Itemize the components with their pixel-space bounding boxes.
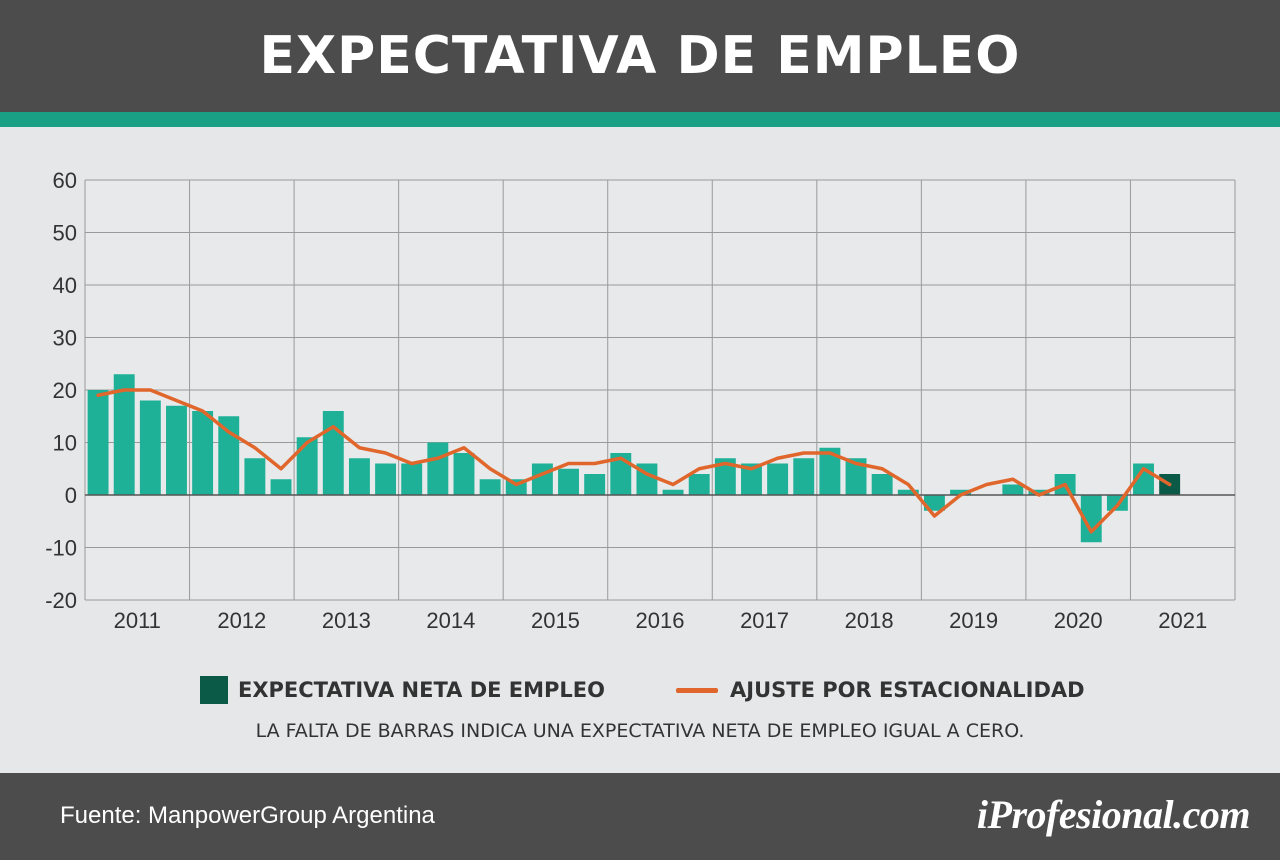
bar-mark [244, 458, 266, 495]
legend: EXPECTATIVA NETA DE EMPLEO AJUSTE POR ES… [0, 668, 1280, 712]
y-tick-label: 20 [53, 378, 77, 403]
legend-bars-label: EXPECTATIVA NETA DE EMPLEO [238, 678, 606, 702]
legend-item-line: AJUSTE POR ESTACIONALIDAD [676, 668, 1085, 712]
bar-mark [714, 458, 736, 495]
legend-item-bars: EXPECTATIVA NETA DE EMPLEO [200, 668, 605, 712]
bar-mark [662, 489, 684, 495]
bar-mark [375, 463, 397, 495]
bar-mark [897, 489, 919, 495]
x-year-label: 2018 [845, 608, 894, 633]
chart-note: LA FALTA DE BARRAS INDICA UNA EXPECTATIV… [255, 720, 1025, 742]
line-series [96, 388, 1172, 534]
x-year-label: 2016 [636, 608, 685, 633]
bar-mark [453, 453, 475, 495]
legend-bar-swatch [200, 676, 228, 704]
bar-mark [741, 463, 762, 495]
bar-mark [610, 453, 632, 495]
y-tick-label: -10 [45, 536, 77, 561]
bar-mark [558, 468, 579, 495]
employment-chart: 60 50 40 30 20 10 0 -10 -20 2011 2012 2013 2014 2015… [45, 168, 1236, 633]
bar-mark [793, 458, 815, 495]
bar-mark [270, 479, 292, 495]
x-year-label: 2020 [1054, 608, 1103, 633]
bar-mark [767, 463, 789, 495]
y-tick-label: -20 [45, 588, 77, 613]
x-year-label: 2019 [949, 608, 998, 633]
bar-mark [845, 458, 867, 495]
bar-mark [427, 442, 449, 495]
bar-mark [401, 463, 423, 495]
x-year-label: 2011 [114, 608, 161, 633]
bar-mark [166, 405, 187, 495]
accent-stripe [0, 112, 1280, 127]
x-year-label: 2015 [531, 608, 580, 633]
bar-mark [87, 390, 109, 495]
y-tick-label: 50 [53, 221, 77, 246]
bar-mark [871, 474, 893, 495]
x-year-label: 2014 [426, 608, 475, 633]
bar-mark [348, 458, 370, 495]
y-tick-label: 10 [53, 431, 77, 456]
x-year-label: 2013 [322, 608, 371, 633]
footer-banner: Fuente: ManpowerGroup Argentina iProfesi… [0, 773, 1280, 860]
bar-mark [923, 495, 945, 511]
y-tick-label: 60 [53, 168, 77, 193]
seasonal-adjustment-line [96, 388, 1172, 534]
bar-mark [1002, 484, 1024, 495]
legend-line-swatch [676, 687, 718, 693]
bar-mark [1028, 489, 1050, 495]
bar-mark [113, 374, 135, 495]
bar-mark [479, 479, 501, 495]
bar-mark [322, 411, 344, 495]
legend-line-label: AJUSTE POR ESTACIONALIDAD [730, 678, 1085, 702]
source-text: Fuente: ManpowerGroup Argentina [60, 802, 435, 829]
grid-lines [84, 179, 1236, 601]
bar-mark [819, 447, 841, 495]
y-tick-label: 30 [53, 326, 77, 351]
y-tick-label: 40 [53, 273, 77, 298]
bar-mark [296, 437, 318, 495]
y-axis-tick-labels: 60 50 40 30 20 10 0 -10 -20 [45, 168, 77, 613]
bar-mark [192, 411, 214, 495]
bar-mark [584, 474, 606, 495]
bar-series [87, 374, 1181, 543]
y-tick-label: 0 [65, 483, 77, 508]
bar-mark [139, 400, 161, 495]
bar-mark [688, 474, 710, 495]
page-title: EXPECTATIVA DE EMPLEO [259, 26, 1021, 86]
brand-logo: iProfesional.com [976, 792, 1251, 837]
x-axis-year-labels: 2011 2012 2013 2014 2015 2016 2017 2018 2019 2020… [114, 608, 1208, 633]
x-year-label: 2012 [217, 608, 266, 633]
x-year-label: 2021 [1158, 608, 1207, 633]
header-banner: EXPECTATIVA DE EMPLEO [0, 0, 1280, 112]
bar-mark [1080, 495, 1102, 543]
bar-mark [950, 489, 972, 495]
x-year-label: 2017 [740, 608, 789, 633]
bar-mark [531, 463, 553, 495]
